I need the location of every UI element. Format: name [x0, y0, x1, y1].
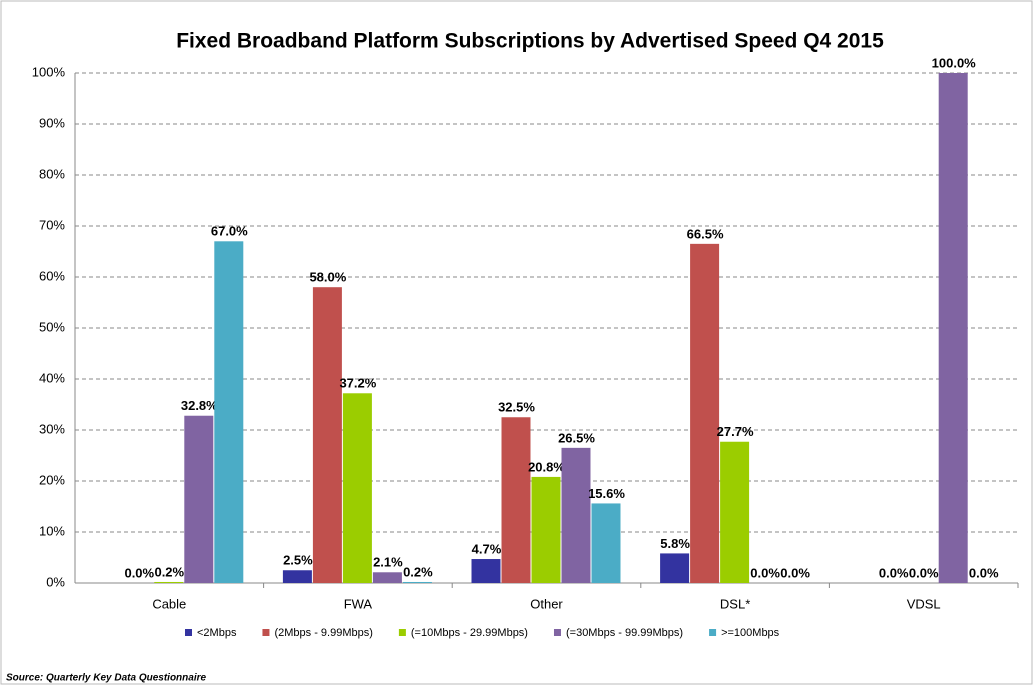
- bar: [282, 570, 312, 583]
- value-label: 100.0%: [932, 55, 977, 70]
- value-label: 58.0%: [309, 270, 346, 285]
- value-label: 0.0%: [969, 565, 999, 580]
- y-tick-label: 50%: [39, 319, 65, 334]
- bar: [938, 73, 968, 583]
- legend-label: >=100Mbps: [721, 627, 780, 639]
- bar: [372, 572, 402, 583]
- value-label: 67.0%: [211, 224, 248, 239]
- y-tick-label: 70%: [39, 217, 65, 232]
- y-tick-label: 40%: [39, 370, 65, 385]
- x-tick-label: Other: [530, 596, 563, 611]
- value-label: 37.2%: [339, 376, 376, 391]
- value-label: 32.8%: [181, 398, 218, 413]
- value-label: 26.5%: [558, 430, 595, 445]
- value-label: 15.6%: [588, 486, 625, 501]
- value-label: 27.7%: [717, 424, 754, 439]
- legend-label: <2Mbps: [197, 627, 237, 639]
- value-label: 0.0%: [780, 565, 810, 580]
- x-tick-label: DSL*: [720, 596, 750, 611]
- y-tick-label: 80%: [39, 166, 65, 181]
- value-label: 66.5%: [687, 226, 724, 241]
- value-label: 4.7%: [472, 541, 502, 556]
- value-label: 0.0%: [750, 565, 780, 580]
- bar: [690, 243, 720, 583]
- y-tick-label: 20%: [39, 472, 65, 487]
- y-tick-label: 60%: [39, 268, 65, 283]
- value-label: 32.5%: [498, 400, 535, 415]
- x-tick-label: VDSL: [907, 596, 941, 611]
- y-tick-label: 30%: [39, 421, 65, 436]
- legend-swatch: [262, 629, 270, 636]
- y-tick-label: 0%: [46, 574, 65, 589]
- bar: [471, 559, 501, 583]
- y-tick-label: 90%: [39, 115, 65, 130]
- chart-title: Fixed Broadband Platform Subscriptions b…: [176, 30, 884, 53]
- legend-label: (2Mbps - 9.99Mbps): [274, 627, 372, 639]
- bar: [342, 393, 372, 583]
- bar: [154, 581, 184, 583]
- source-note: Source: Quarterly Key Data Questionnaire: [6, 673, 207, 684]
- value-label: 0.0%: [124, 565, 154, 580]
- value-label: 20.8%: [528, 459, 565, 474]
- legend-label: (=30Mbps - 99.99Mbps): [566, 627, 683, 639]
- bar: [184, 415, 214, 583]
- bar: [660, 553, 690, 583]
- value-label: 2.5%: [283, 553, 313, 568]
- y-tick-label: 100%: [32, 64, 66, 79]
- legend-label: (=10Mbps - 29.99Mbps): [411, 627, 528, 639]
- value-label: 0.0%: [909, 565, 939, 580]
- legend-swatch: [398, 629, 406, 636]
- bar: [402, 581, 432, 583]
- bar: [561, 447, 591, 583]
- value-label: 0.2%: [154, 564, 184, 579]
- legend-swatch: [553, 629, 561, 636]
- x-tick-label: FWA: [344, 596, 373, 611]
- bar: [214, 241, 244, 584]
- bar: [531, 476, 561, 583]
- legend-swatch: [709, 629, 717, 636]
- legend-swatch: [185, 629, 192, 636]
- bar: [591, 503, 621, 583]
- x-tick-label: Cable: [152, 596, 186, 611]
- y-tick-label: 10%: [39, 523, 65, 538]
- bar: [720, 441, 750, 583]
- bar: [312, 287, 342, 583]
- value-label: 2.1%: [373, 555, 403, 570]
- value-label: 5.8%: [660, 536, 690, 551]
- bar: [501, 417, 531, 583]
- value-label: 0.0%: [879, 565, 909, 580]
- value-label: 0.2%: [403, 564, 433, 579]
